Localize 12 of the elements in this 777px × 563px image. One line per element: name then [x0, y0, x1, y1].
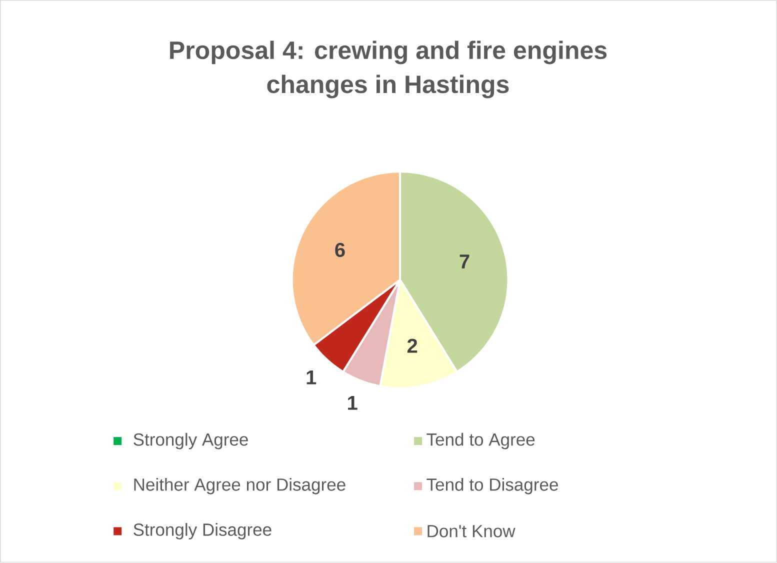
legend-label: Tend to Agree [426, 433, 535, 450]
chart-title: Proposal 4: crewing and fire engines changes in Hastings [170, 40, 607, 98]
legend-label: Strongly Agree [134, 433, 248, 450]
legend-label: Strongly Disagree [134, 523, 272, 540]
legend-label: Tend to Disagree [426, 478, 558, 494]
data-label: 6 [335, 243, 345, 258]
data-label: 1 [348, 396, 358, 410]
data-label: 2 [407, 338, 418, 353]
data-label: 1 [306, 370, 316, 384]
data-label: 7 [460, 254, 470, 269]
legend-label: Neither Agree nor Disagree [134, 478, 346, 494]
legend-label: Don't Know [428, 525, 516, 538]
